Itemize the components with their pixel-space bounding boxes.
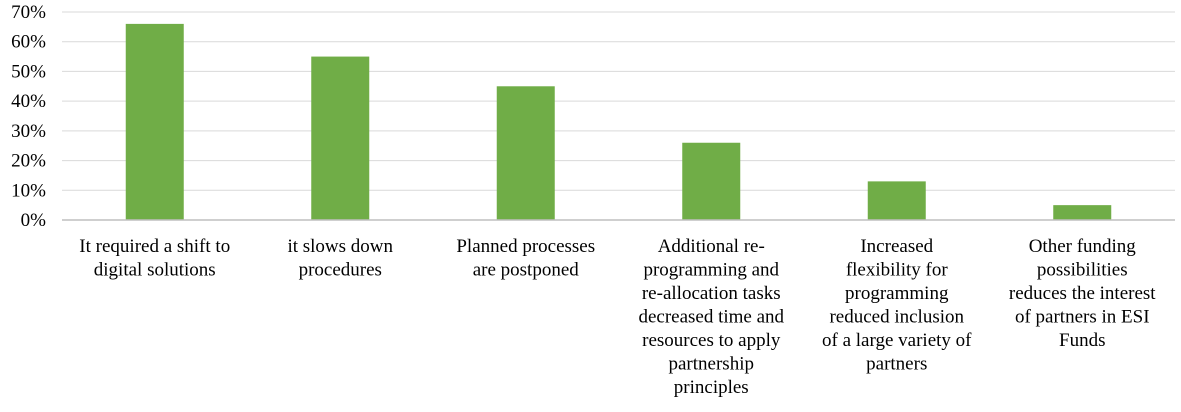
bar	[125, 23, 184, 221]
bar	[1053, 205, 1112, 220]
x-category-label-line: reduced inclusion	[829, 307, 964, 328]
x-category-label-line: programming	[845, 283, 949, 304]
x-category-label: Increased flexibility for programming reduc…	[822, 236, 972, 375]
x-category-label-line: resources to apply	[642, 330, 781, 351]
x-category-label: Additional re-programming and re-allocati…	[638, 236, 784, 398]
bar	[682, 142, 741, 220]
x-category-label-line: of partners in ESI	[1015, 307, 1150, 328]
x-category-label-line: re-allocation tasks	[642, 283, 781, 304]
x-category-label-line: Planned processes	[456, 236, 595, 257]
x-category-label-line: principles	[674, 377, 749, 398]
x-category-label: it slows down procedures	[287, 236, 393, 281]
x-category-label-line: Funds	[1059, 330, 1105, 351]
x-category-label: It required a shift to digital solutions	[79, 236, 230, 281]
y-tick-label: 70%	[11, 2, 46, 23]
x-category-label-line: Increased	[860, 236, 933, 257]
y-axis-tick-labels: 0% 10% 20% 30% 40% 50% 60% 70%	[11, 2, 46, 231]
x-category-label-line: it slows down	[287, 236, 393, 257]
bars	[125, 23, 1112, 221]
y-tick-label: 60%	[11, 32, 46, 53]
y-tick-label: 40%	[11, 91, 46, 112]
x-category-label-line: partnership	[669, 354, 754, 375]
x-category-label-line: of a large variety of	[822, 330, 972, 351]
y-tick-label: 20%	[11, 151, 46, 172]
x-category-label-line: procedures	[299, 260, 382, 281]
bar	[867, 181, 926, 220]
x-axis-category-labels: It required a shift to digital solutions i…	[79, 236, 1156, 398]
y-tick-label: 30%	[11, 121, 46, 142]
y-tick-label: 50%	[11, 61, 46, 82]
x-category-label: Planned processes are postponed	[456, 236, 595, 281]
bar	[496, 86, 555, 221]
y-tick-label: 0%	[21, 210, 47, 231]
bar	[311, 56, 370, 221]
x-category-label-line: programming and	[643, 260, 779, 281]
x-category-label-line: Additional re-	[658, 236, 765, 257]
x-category-label-line: flexibility for	[846, 260, 949, 281]
x-category-label-line: It required a shift to	[79, 236, 230, 257]
y-tick-label: 10%	[11, 180, 46, 201]
x-category-label-line: possibilities	[1037, 260, 1128, 281]
x-category-label-line: Other funding	[1029, 236, 1137, 257]
x-category-label-line: partners	[866, 354, 927, 375]
x-category-label-line: are postponed	[473, 260, 580, 281]
x-category-label-line: digital solutions	[94, 260, 216, 281]
x-category-label-line: decreased time and	[638, 307, 784, 328]
gridlines	[62, 11, 1175, 191]
x-category-label-line: reduces the interest	[1009, 283, 1156, 304]
x-category-label: Other funding possibilities reduces the in…	[1009, 236, 1156, 351]
